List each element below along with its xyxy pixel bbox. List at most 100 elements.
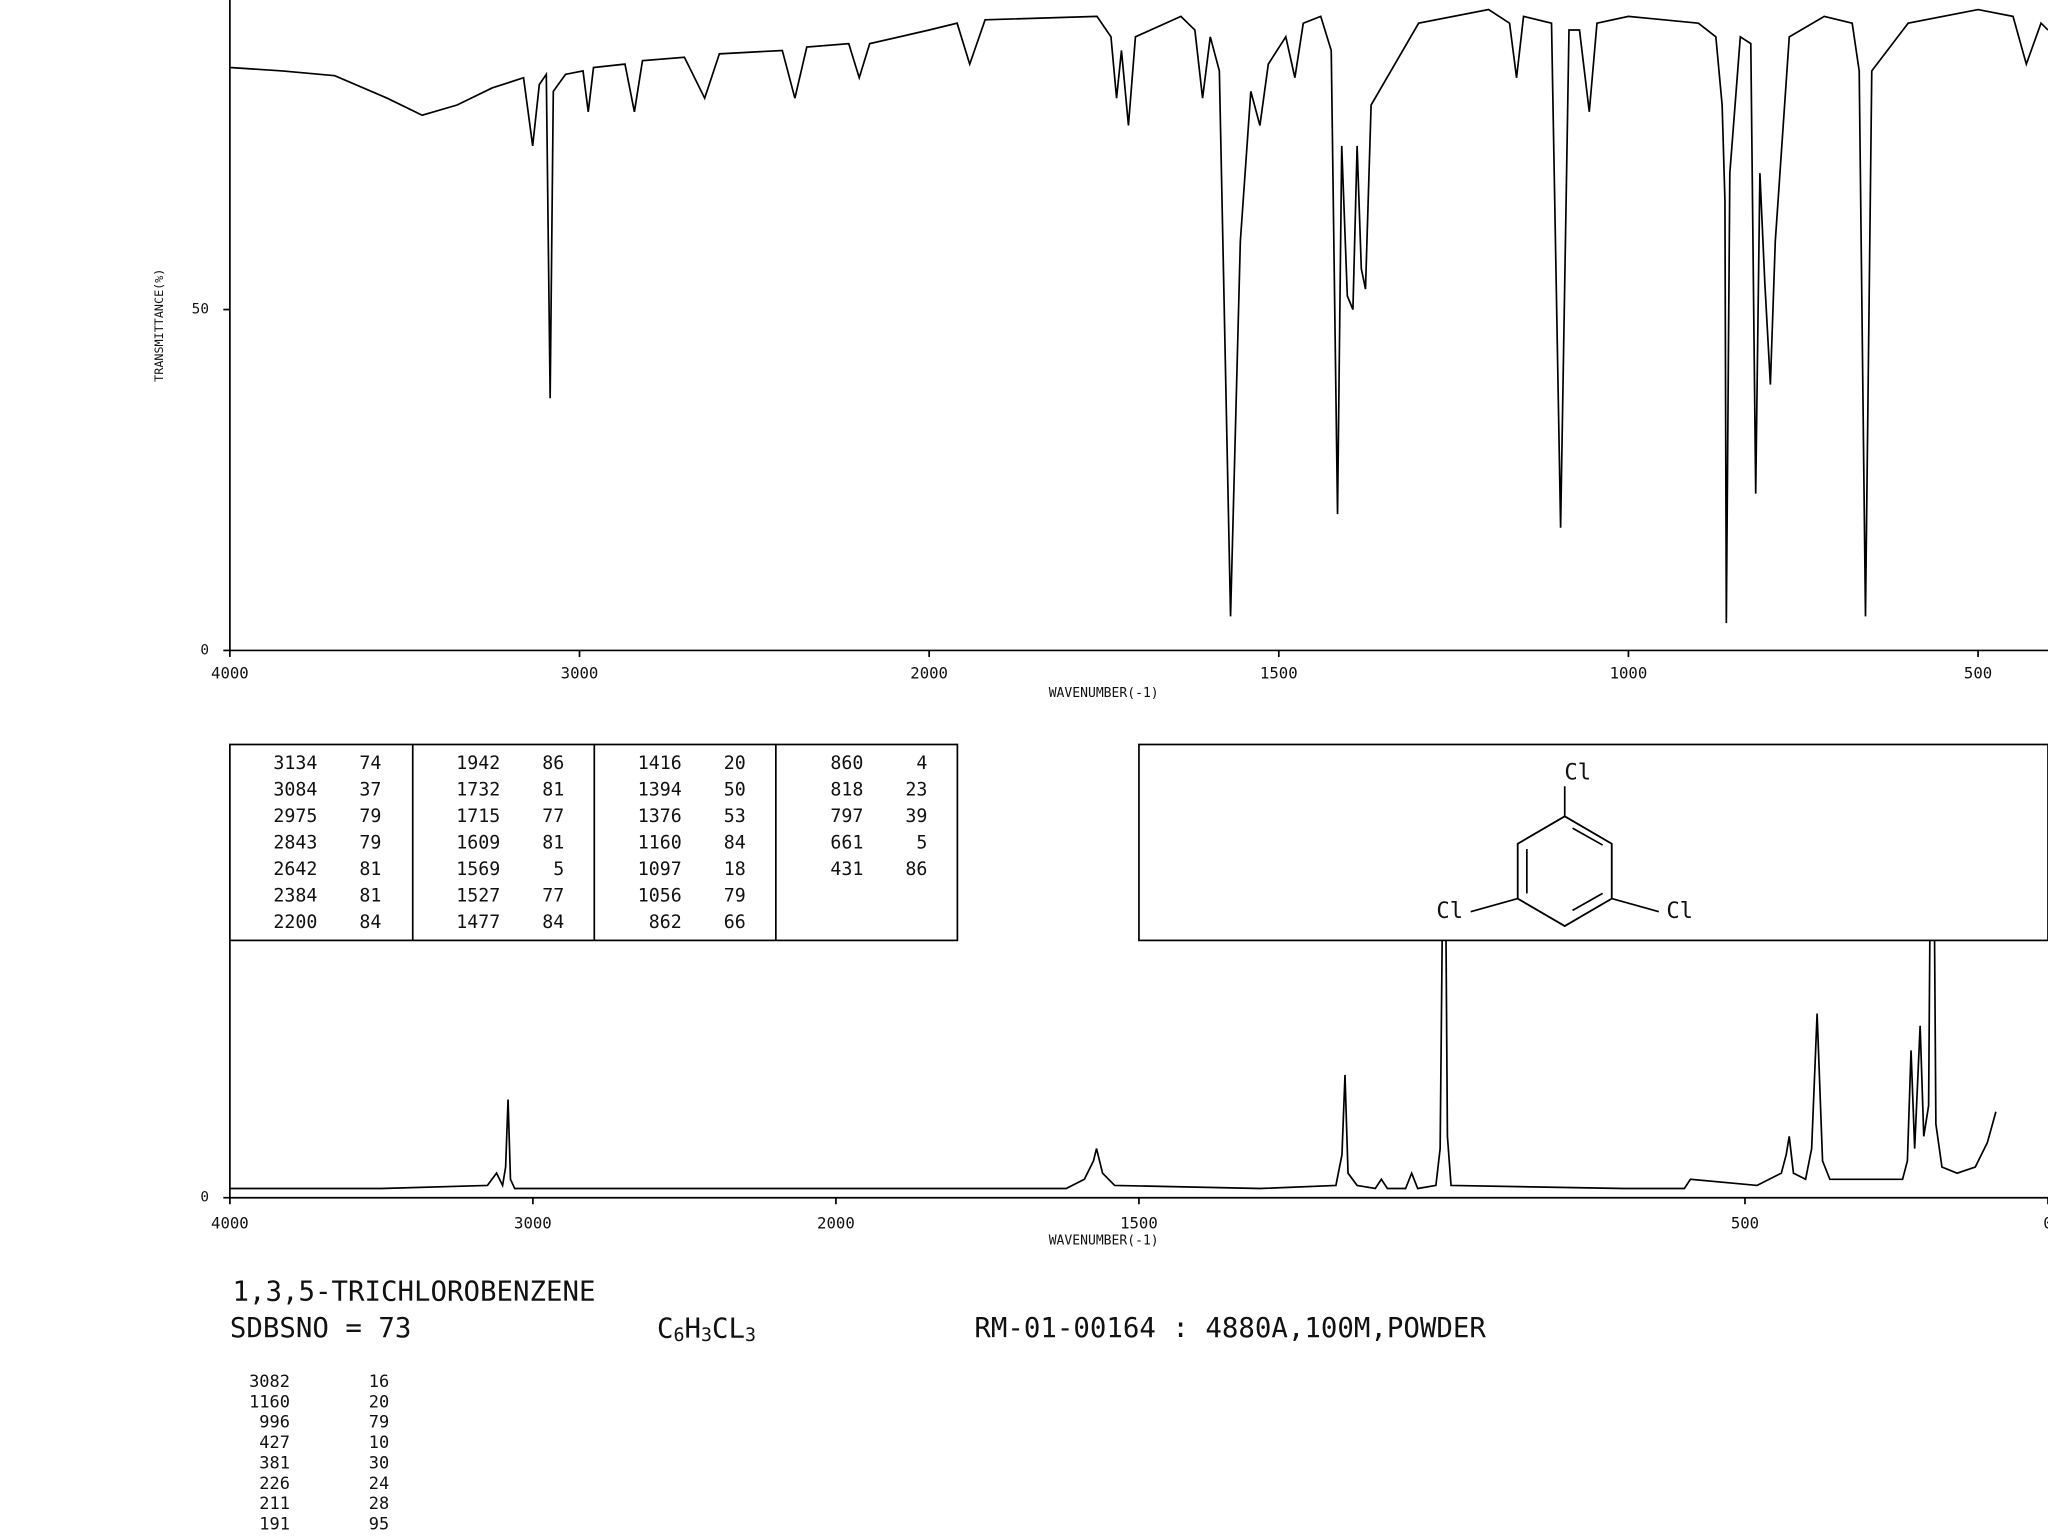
peak-transmittance: 74 <box>359 753 381 774</box>
atom-label: Cl <box>1666 898 1693 924</box>
peak-wavenumber: 2642 <box>273 859 317 880</box>
peak-transmittance: 81 <box>542 780 564 801</box>
peak-wavenumber: 2200 <box>273 912 317 933</box>
x-tick-label: 3000 <box>514 1213 552 1232</box>
peak-wavenumber: 1097 <box>638 859 682 880</box>
y-tick-label: 0 <box>200 642 209 658</box>
double-bond <box>1572 827 1604 846</box>
raman-intensity: 16 <box>369 1372 389 1392</box>
peak-transmittance: 84 <box>542 912 564 933</box>
y-tick-label: 50 <box>192 302 209 318</box>
peak-transmittance: 86 <box>542 753 564 774</box>
raman-intensity: 28 <box>369 1494 389 1514</box>
peak-wavenumber: 1477 <box>456 912 500 933</box>
peak-wavenumber: 1732 <box>456 780 500 801</box>
atom-label: Cl <box>1564 760 1591 786</box>
raman-wavenumber: 211 <box>259 1494 290 1514</box>
x-tick-label: 4000 <box>211 663 249 682</box>
raman-intensity: 20 <box>369 1392 389 1412</box>
peak-wavenumber: 797 <box>830 806 863 827</box>
peak-transmittance: 50 <box>724 780 746 801</box>
peak-wavenumber: 2384 <box>273 886 317 907</box>
benzene-ring <box>1516 815 1613 928</box>
peak-transmittance: 84 <box>724 833 746 854</box>
x-tick-label: 1500 <box>1120 1213 1158 1232</box>
peak-transmittance: 84 <box>359 912 381 933</box>
peak-wavenumber: 2975 <box>273 806 317 827</box>
x-tick-label: 0 <box>2043 1213 2048 1232</box>
peak-wavenumber: 1609 <box>456 833 500 854</box>
peak-wavenumber: 1569 <box>456 859 500 880</box>
raman-wavenumber: 1160 <box>249 1392 290 1412</box>
x-tick-label: 1000 <box>1610 663 1648 682</box>
peak-wavenumber: 3084 <box>273 780 317 801</box>
peak-transmittance: 18 <box>724 859 746 880</box>
atom-label: Cl <box>1436 898 1463 924</box>
raman-wavenumber: 381 <box>259 1453 290 1473</box>
x-tick-label: 1500 <box>1260 663 1298 682</box>
x-tick-label: 2000 <box>817 1213 855 1232</box>
peak-wavenumber: 1056 <box>638 886 682 907</box>
bond <box>1611 897 1660 913</box>
raman-wavenumber: 996 <box>259 1413 290 1433</box>
x-tick-label: 3000 <box>561 663 599 682</box>
raman-intensity: 95 <box>369 1515 389 1535</box>
peak-transmittance: 5 <box>553 859 564 880</box>
raman-intensity: 24 <box>369 1474 389 1494</box>
peak-transmittance: 77 <box>542 886 564 907</box>
x-tick-label: 500 <box>1731 1213 1759 1232</box>
peak-transmittance: 39 <box>905 806 927 827</box>
double-bond <box>1572 892 1604 912</box>
peak-wavenumber: 862 <box>649 912 682 933</box>
peak-transmittance: 81 <box>542 833 564 854</box>
peak-wavenumber: 860 <box>830 753 863 774</box>
peak-wavenumber: 1394 <box>638 780 682 801</box>
peak-wavenumber: 1160 <box>638 833 682 854</box>
peak-wavenumber: 1527 <box>456 886 500 907</box>
peak-transmittance: 79 <box>359 806 381 827</box>
peak-transmittance: 5 <box>916 833 927 854</box>
peak-wavenumber: 431 <box>830 859 863 880</box>
peak-wavenumber: 3134 <box>273 753 317 774</box>
raman-wavenumber: 3082 <box>249 1372 290 1392</box>
raman-wavenumber: 191 <box>259 1515 290 1535</box>
raman-intensity: 79 <box>369 1413 389 1433</box>
bond <box>1470 897 1518 913</box>
structure: Cl Cl Cl <box>1138 743 2048 942</box>
x-tick-label: 500 <box>1964 663 1992 682</box>
formula: C6H3CL3 <box>657 1313 756 1346</box>
x-tick-label: 4000 <box>211 1213 249 1232</box>
peak-transmittance: 81 <box>359 859 381 880</box>
peak-transmittance: 23 <box>905 780 927 801</box>
peak-transmittance: 4 <box>916 753 927 774</box>
peak-transmittance: 77 <box>542 806 564 827</box>
peak-wavenumber: 661 <box>830 833 863 854</box>
spectrum-line <box>229 8 2048 624</box>
raman-wavenumber: 226 <box>259 1474 290 1494</box>
peak-transmittance: 66 <box>724 912 746 933</box>
structure-frame <box>1138 743 2048 942</box>
sdbs-number: SDBSNO = 73 <box>230 1313 412 1344</box>
peak-transmittance: 79 <box>724 886 746 907</box>
x-tick-label: 2000 <box>910 663 948 682</box>
raman-peak-table: 3082 16 1160 20 996 79 427 10 381 30 226 24 211 28 191… <box>249 1372 389 1535</box>
y-tick-label: 0 <box>200 1190 209 1206</box>
compound-name: 1,3,5-TRICHLOROBENZENE <box>232 1277 595 1308</box>
peak-transmittance: 86 <box>905 859 927 880</box>
peak-wavenumber: 1376 <box>638 806 682 827</box>
peak-transmittance: 53 <box>724 806 746 827</box>
peak-transmittance: 20 <box>724 753 746 774</box>
peak-wavenumber: 1715 <box>456 806 500 827</box>
raman-intensity: 30 <box>369 1453 389 1473</box>
peak-wavenumber: 2843 <box>273 833 317 854</box>
raman-intensity: 10 <box>369 1433 389 1453</box>
peak-transmittance: 79 <box>359 833 381 854</box>
charts: 4000 3000 2000 1500 1000 500050WAVENUMBER(-1)… <box>152 0 2048 1248</box>
y-axis-title: TRANSMITTANCE(%) <box>152 269 166 382</box>
peak-transmittance: 37 <box>359 780 381 801</box>
x-axis-title: WAVENUMBER(-1) <box>1049 686 1159 701</box>
